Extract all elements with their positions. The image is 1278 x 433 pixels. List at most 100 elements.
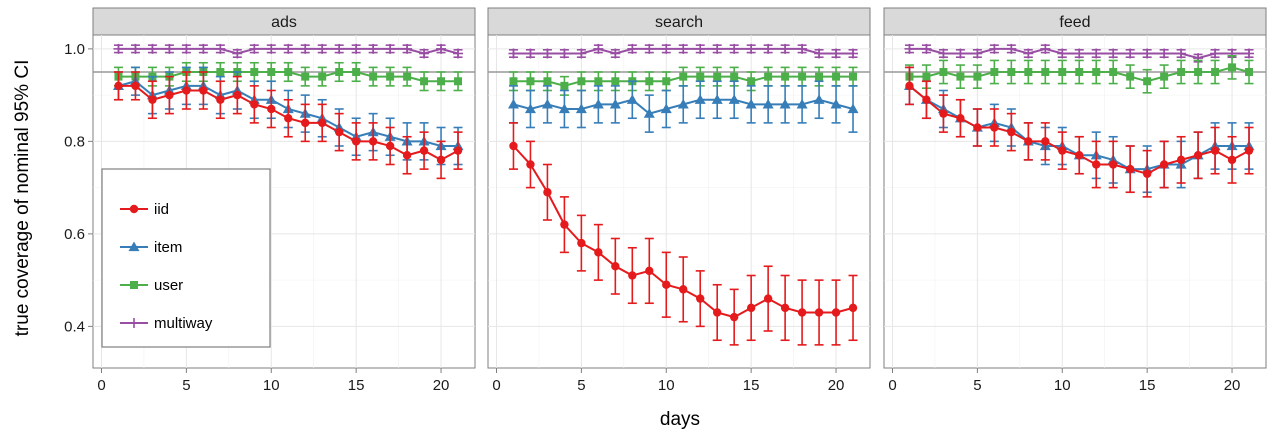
- point-iid: [182, 86, 191, 95]
- point-iid: [250, 100, 259, 109]
- point-user: [730, 72, 739, 81]
- point-user: [849, 72, 858, 81]
- point-user: [216, 68, 225, 76]
- point-user: [662, 77, 671, 86]
- point-multiway: [904, 43, 915, 54]
- point-multiway: [1023, 48, 1034, 59]
- point-iid: [267, 104, 276, 114]
- point-multiway: [283, 43, 294, 54]
- point-user: [798, 72, 807, 81]
- point-iid: [628, 271, 637, 280]
- point-iid: [1159, 160, 1169, 169]
- point-iid: [114, 81, 123, 91]
- point-multiway: [678, 43, 689, 54]
- legend-label: user: [154, 277, 183, 294]
- point-multiway: [644, 43, 655, 54]
- point-iid: [453, 146, 463, 155]
- point-multiway: [249, 43, 260, 54]
- point-multiway: [181, 43, 192, 54]
- grid-feed: [884, 35, 1266, 368]
- point-item: [779, 98, 791, 109]
- point-multiway: [334, 43, 345, 54]
- point-item: [592, 98, 604, 109]
- point-multiway: [1091, 48, 1102, 59]
- point-iid: [1007, 127, 1016, 137]
- x-tick-label: 0: [97, 377, 105, 394]
- y-axis: 0.4 0.6 0.8 1.0: [64, 41, 93, 335]
- point-user: [1024, 68, 1033, 76]
- point-multiway: [746, 43, 757, 54]
- point-multiway: [508, 48, 519, 59]
- point-iid: [334, 127, 344, 137]
- legend-entry-multiway: multiway: [120, 315, 213, 332]
- point-iid: [1109, 160, 1118, 169]
- point-iid: [436, 155, 446, 165]
- point-item: [524, 103, 536, 114]
- legend-key-marker: [130, 281, 138, 289]
- point-iid: [1176, 155, 1186, 165]
- x-tick-label: 20: [1224, 377, 1241, 394]
- point-iid: [594, 248, 603, 257]
- point-multiway: [1210, 48, 1221, 59]
- point-multiway: [576, 48, 587, 59]
- point-user: [1109, 68, 1118, 76]
- x-tick-label: 5: [577, 377, 585, 394]
- point-user: [1058, 68, 1067, 76]
- point-multiway: [453, 48, 464, 59]
- y-tick-label: 0.6: [64, 226, 85, 243]
- x-tick-label: 0: [492, 377, 500, 394]
- point-iid: [509, 141, 518, 151]
- y-tick-label: 0.4: [64, 318, 85, 335]
- point-multiway: [147, 43, 158, 54]
- point-user: [939, 68, 948, 76]
- point-multiway: [130, 43, 141, 54]
- point-iid: [351, 137, 361, 146]
- plot-area-feed: [883, 34, 1267, 369]
- point-multiway: [436, 43, 447, 54]
- point-multiway: [972, 48, 983, 59]
- point-iid: [831, 308, 841, 317]
- point-iid: [216, 95, 225, 104]
- point-iid: [165, 90, 174, 100]
- point-iid: [1041, 137, 1050, 146]
- point-iid: [402, 151, 412, 160]
- series-multiway-search: [508, 43, 859, 59]
- point-multiway: [164, 43, 175, 54]
- point-iid: [1142, 169, 1152, 178]
- point-multiway: [661, 43, 672, 54]
- point-iid: [577, 238, 586, 248]
- point-iid: [419, 146, 429, 155]
- series-multiway-ads: [113, 43, 464, 59]
- point-user: [815, 72, 824, 81]
- x-tick-label: 20: [828, 377, 845, 394]
- point-multiway: [542, 48, 553, 59]
- x-tick-label: 0: [888, 377, 896, 394]
- point-user: [318, 72, 327, 81]
- point-user: [437, 77, 446, 86]
- x-axis-search: 0 5 10 15 20: [492, 368, 844, 394]
- strip-title-feed: feed: [1059, 14, 1090, 31]
- point-user: [713, 72, 722, 81]
- point-user: [645, 77, 654, 86]
- legend-box: [101, 168, 271, 348]
- point-item: [541, 98, 553, 109]
- point-iid: [1058, 146, 1067, 155]
- point-multiway: [610, 48, 621, 59]
- point-user: [577, 77, 586, 86]
- point-iid: [713, 308, 722, 317]
- point-iid: [131, 81, 140, 91]
- point-item: [728, 94, 740, 104]
- point-iid: [939, 109, 948, 118]
- point-multiway: [831, 48, 842, 59]
- point-user: [526, 77, 535, 86]
- point-iid: [662, 280, 671, 289]
- point-user: [1228, 63, 1237, 72]
- x-tick-label: 10: [658, 377, 675, 394]
- point-iid: [385, 141, 395, 151]
- point-multiway: [1176, 48, 1187, 59]
- point-iid: [560, 220, 569, 229]
- point-user: [1177, 68, 1186, 76]
- point-iid: [1210, 146, 1220, 155]
- point-multiway: [559, 48, 570, 59]
